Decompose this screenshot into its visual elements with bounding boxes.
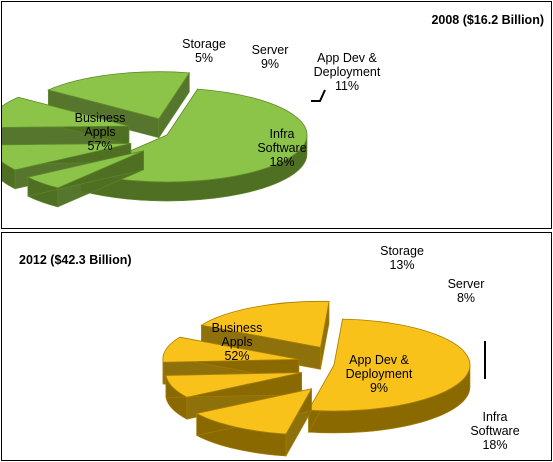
chart-2012-panel: Business Appls 52% Storage 13% Server 8% App De…: [1, 232, 552, 461]
pie-slice-storage: [195, 387, 313, 458]
chart-2008-title: 2008 ($16.2 Billion): [431, 13, 544, 27]
slice-label-4: Infra Software 18%: [470, 410, 519, 452]
pie-chart-2008: Business Appls 57% Storage 5% Server 9% App Dev…: [2, 37, 381, 208]
slice-label-2: Server 8%: [448, 277, 485, 305]
slice-label-1: Storage 13%: [380, 244, 424, 272]
slice-label-4: Infra Software 18%: [257, 127, 306, 169]
slice-label-1: Storage 5%: [182, 37, 226, 65]
pie-slice-app-dev-deployment: [2, 96, 130, 147]
pie-slice-business-appls: [307, 318, 471, 434]
pie-slice-server: [165, 372, 302, 420]
slice-label-3: App Dev & Deployment 11%: [314, 51, 381, 93]
leader-line: [311, 89, 326, 102]
slice-label-0: Business Appls 52%: [212, 321, 263, 363]
chart-2012-title: 2012 ($42.3 Billion): [19, 253, 132, 267]
slice-label-0: Business Appls 57%: [75, 111, 126, 153]
pie-chart-2012: Business Appls 52% Storage 13% Server 8% App De…: [162, 244, 520, 458]
slice-label-3: App Dev & Deployment 9%: [346, 353, 413, 395]
slice-label-2: Server 9%: [252, 43, 289, 71]
pie-slice-storage: [26, 150, 144, 208]
pie-slice-infra-software: [47, 71, 191, 139]
chart-2008-panel: Business Appls 57% Storage 5% Server 9% App Dev…: [1, 1, 552, 229]
